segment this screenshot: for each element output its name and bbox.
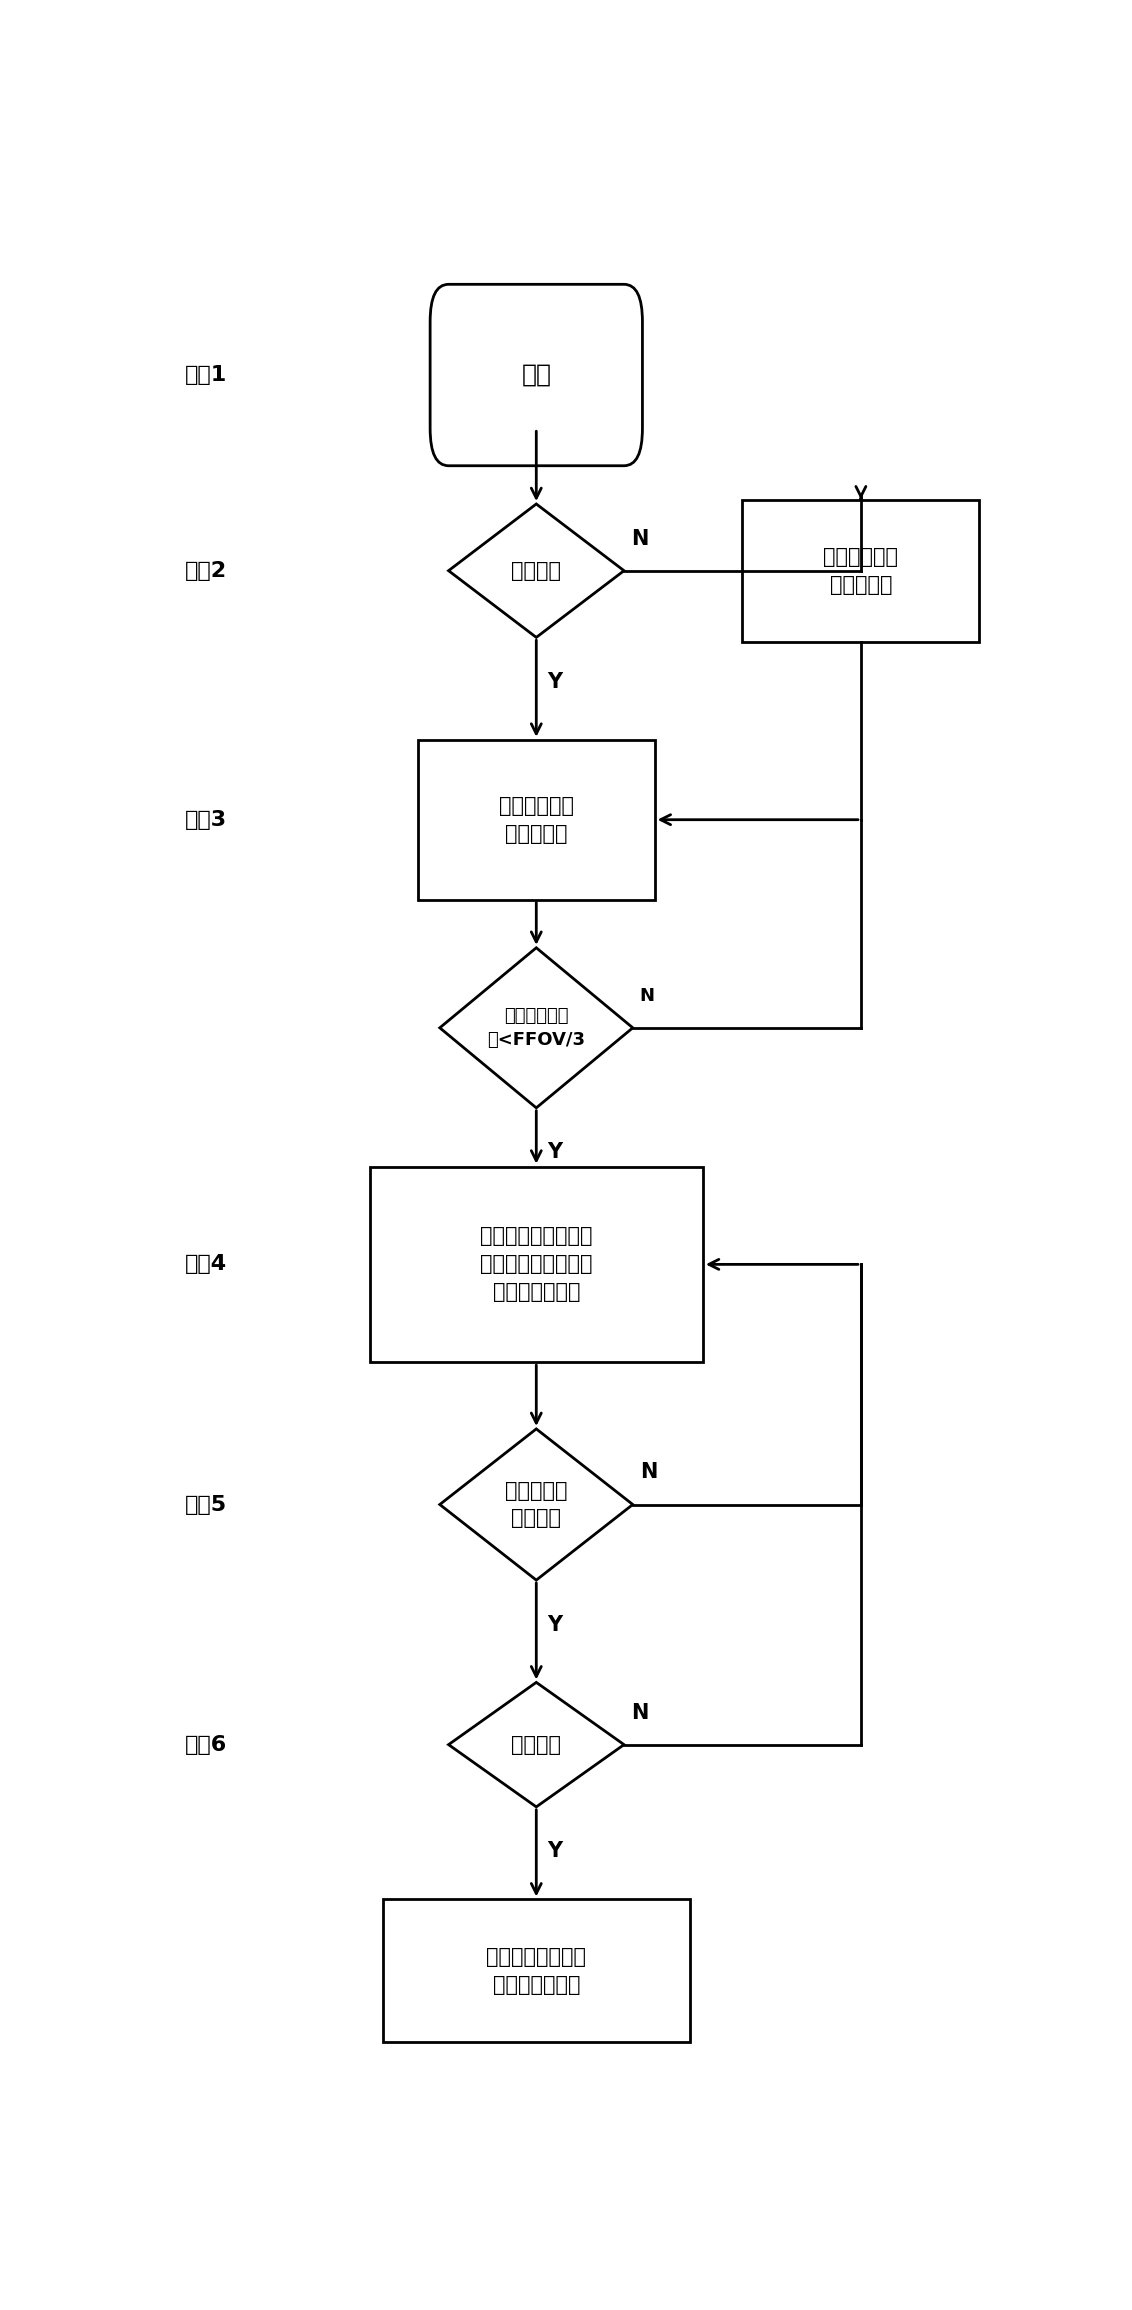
Text: 步骤2: 步骤2	[186, 561, 228, 580]
Text: 有效成像: 有效成像	[512, 561, 561, 580]
Text: 光斑跟踪快反
镜搜索光斑: 光斑跟踪快反 镜搜索光斑	[823, 547, 899, 594]
Text: N: N	[631, 1702, 649, 1723]
Text: 步骤5: 步骤5	[186, 1495, 228, 1515]
Text: 步骤4: 步骤4	[186, 1254, 228, 1275]
Polygon shape	[448, 504, 624, 638]
Text: 步骤3: 步骤3	[186, 811, 228, 829]
Text: 停止跟踪镜驱动器
和耦合镜驱动器: 停止跟踪镜驱动器 和耦合镜驱动器	[487, 1947, 586, 1994]
Text: 步骤1: 步骤1	[186, 365, 228, 386]
Text: 光斑跟踪脱超
量<FFOV/3: 光斑跟踪脱超 量<FFOV/3	[487, 1007, 585, 1049]
Polygon shape	[439, 947, 633, 1109]
Text: N: N	[640, 986, 654, 1005]
Bar	[369, 1167, 703, 1363]
Bar	[418, 739, 654, 901]
Text: Y: Y	[547, 1143, 561, 1162]
Text: N: N	[640, 1462, 658, 1483]
Polygon shape	[439, 1430, 633, 1580]
Text: Y: Y	[547, 672, 561, 693]
FancyBboxPatch shape	[430, 284, 643, 467]
Polygon shape	[448, 1682, 624, 1806]
Text: 光斑跟踪快反
镜跟踪光斑: 光斑跟踪快反 镜跟踪光斑	[499, 795, 574, 843]
Text: N: N	[631, 529, 649, 550]
Text: 步骤6: 步骤6	[186, 1735, 228, 1756]
Bar	[383, 1899, 689, 2042]
Text: 是否停止: 是否停止	[512, 1735, 561, 1756]
Text: Y: Y	[547, 1841, 561, 1862]
Text: Y: Y	[547, 1615, 561, 1635]
Text: 光能量信息
达到阈値: 光能量信息 达到阈値	[505, 1481, 567, 1527]
Text: 光斑跟踪快反镜继续
跟踪光斑，莓动耦合
快反镜开始运动: 光斑跟踪快反镜继续 跟踪光斑，莓动耦合 快反镜开始运动	[480, 1227, 592, 1303]
Text: 启动: 启动	[521, 363, 551, 388]
Bar	[743, 499, 979, 642]
